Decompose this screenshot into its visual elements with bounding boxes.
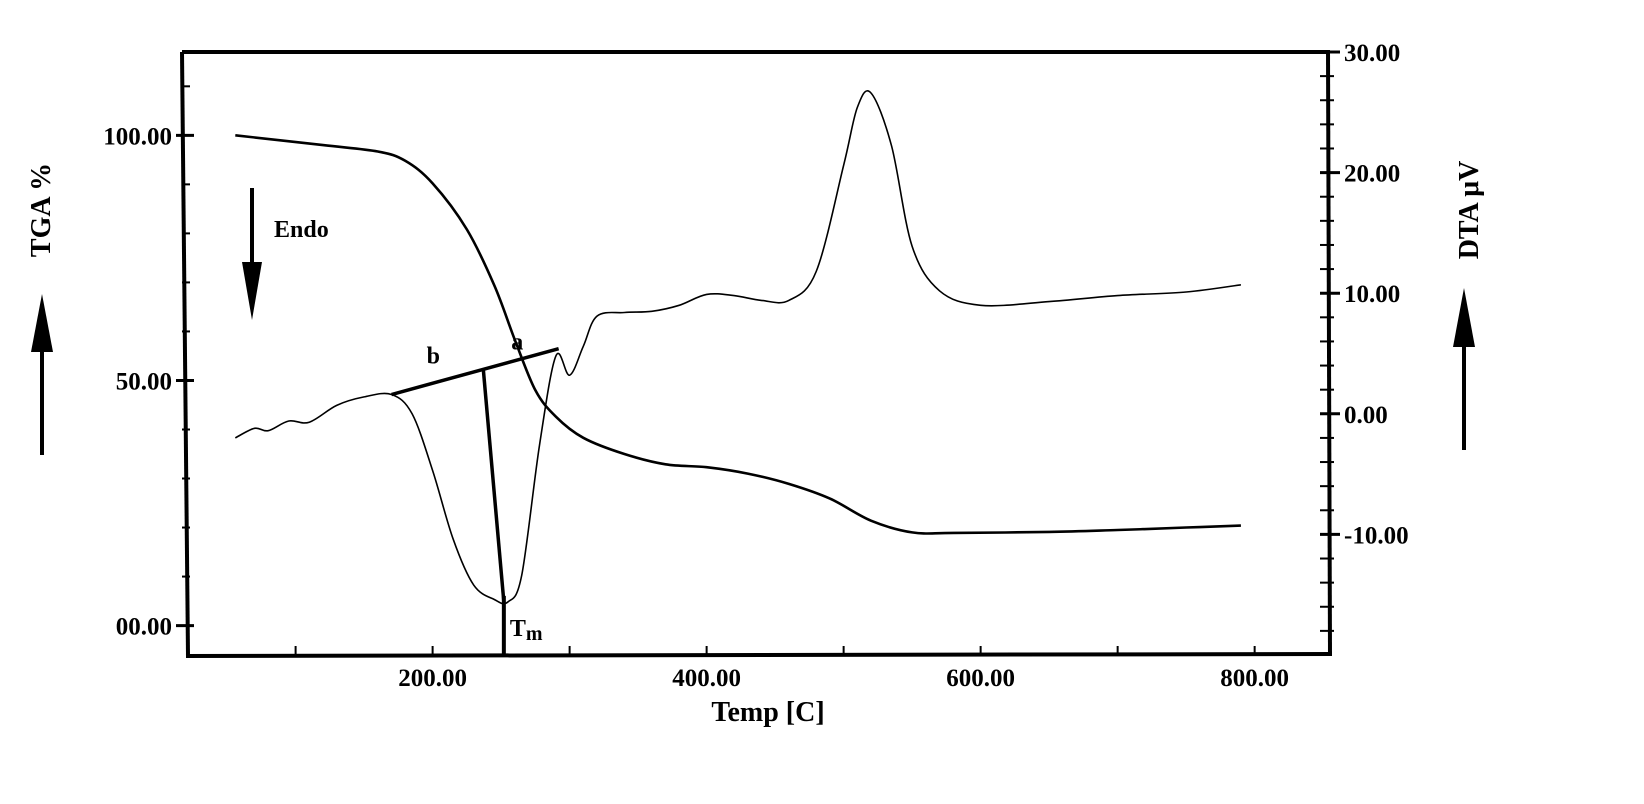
baseline-tangent-line xyxy=(391,346,560,397)
tm-label: Tm xyxy=(510,616,543,645)
right-frame-line xyxy=(1326,49,1332,657)
endo-down-arrow-icon xyxy=(242,188,262,320)
left-axis-ticks: 00.00 50.00 100.00 xyxy=(103,85,194,641)
right-up-arrow-icon xyxy=(1453,288,1475,450)
x-tick-label: 600.00 xyxy=(946,665,1015,692)
right-tick-label: 20.00 xyxy=(1344,161,1400,188)
right-axis-title: DTA μV xyxy=(1454,161,1485,260)
x-tick-label: 800.00 xyxy=(1220,665,1289,692)
tga-series-line xyxy=(235,134,1241,535)
right-tick-label: 30.00 xyxy=(1344,40,1400,67)
x-tick-label: 400.00 xyxy=(672,665,741,692)
left-axis-title: TGA % xyxy=(26,163,57,257)
x-axis-line xyxy=(185,652,1333,658)
tm-subscript: m xyxy=(526,623,543,645)
left-tick-label: 00.00 xyxy=(116,614,172,641)
right-tick-label: -10.00 xyxy=(1344,522,1409,549)
left-tick-label: 50.00 xyxy=(116,368,172,395)
endo-label: Endo xyxy=(274,217,329,243)
x-axis-title: Temp [C] xyxy=(711,697,824,728)
point-a-label: a xyxy=(511,329,523,355)
left-tick-label: 100.00 xyxy=(103,123,172,150)
point-b-label: b xyxy=(427,343,440,369)
right-axis-ticks: 30.00 20.00 10.00 0.00 -10.00 xyxy=(1320,40,1409,632)
left-frame-line xyxy=(180,51,190,657)
left-up-arrow-icon xyxy=(31,294,53,455)
series-layer xyxy=(234,90,1242,605)
x-tick-label: 200.00 xyxy=(398,665,467,692)
right-tick-label: 0.00 xyxy=(1344,402,1388,429)
dta-series-line xyxy=(234,90,1242,605)
annotation-layer: b a Tm xyxy=(391,329,560,655)
peak-drop-line xyxy=(481,369,506,603)
right-tick-label: 10.00 xyxy=(1344,281,1400,308)
